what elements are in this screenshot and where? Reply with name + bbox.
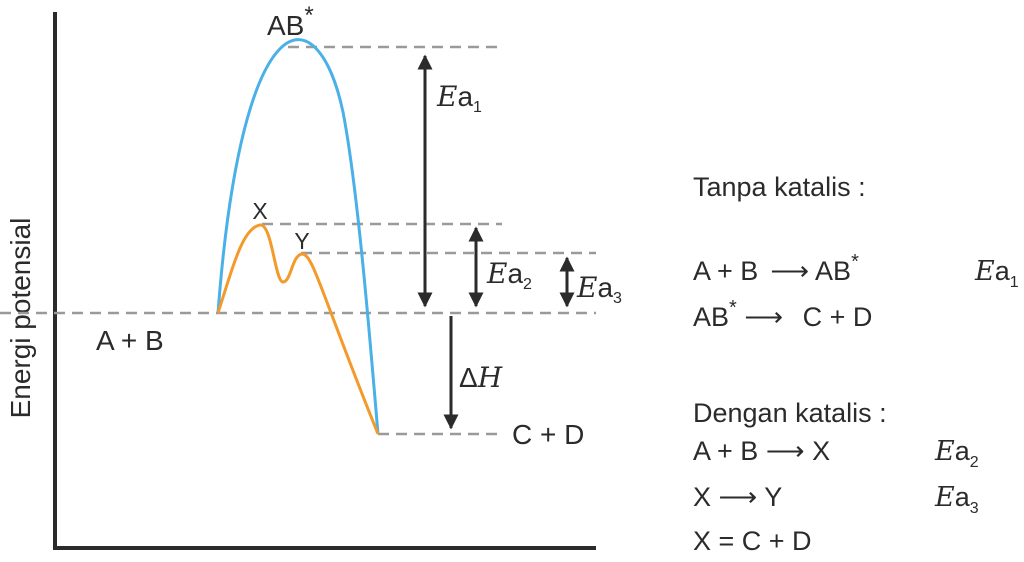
- ea2-label: Ea2: [486, 257, 532, 293]
- catalyzed-equation-2: X ⟶ Y: [693, 482, 783, 512]
- reactants-label: A + B: [96, 325, 164, 356]
- catalyzed-curve: [216, 223, 380, 435]
- catalyst-title: Dengan katalis :: [693, 398, 887, 428]
- intermediate-y-label: Y: [294, 228, 309, 254]
- uncatalyzed-curve: [216, 38, 380, 435]
- uncatalyzed-equation-2: AB* ⟶ C + D: [693, 297, 873, 332]
- y-axis-label: Energi potensial: [5, 218, 36, 419]
- no-catalyst-title: Tanpa katalis :: [693, 172, 866, 202]
- products-label: C + D: [512, 419, 584, 450]
- activated-complex-label: AB*: [267, 2, 314, 41]
- uncatalyzed-equation-1: A + B ​⟶ AB*: [693, 251, 859, 286]
- ea3-label: Ea3: [576, 271, 622, 307]
- delta-h-label: ΔH: [459, 361, 503, 394]
- uncatalyzed-ea1: Ea1: [975, 256, 1019, 291]
- catalyzed-equation-3: X = C + D: [693, 526, 812, 556]
- catalyzed-ea2: Ea2: [935, 436, 979, 471]
- catalyzed-ea3: Ea3: [935, 482, 979, 517]
- intermediate-x-label: X: [252, 198, 267, 224]
- reference-lines: [0, 45, 596, 436]
- catalyzed-equation-1: A + B ⟶ X: [693, 436, 831, 466]
- ea1-label: Ea1: [436, 80, 482, 116]
